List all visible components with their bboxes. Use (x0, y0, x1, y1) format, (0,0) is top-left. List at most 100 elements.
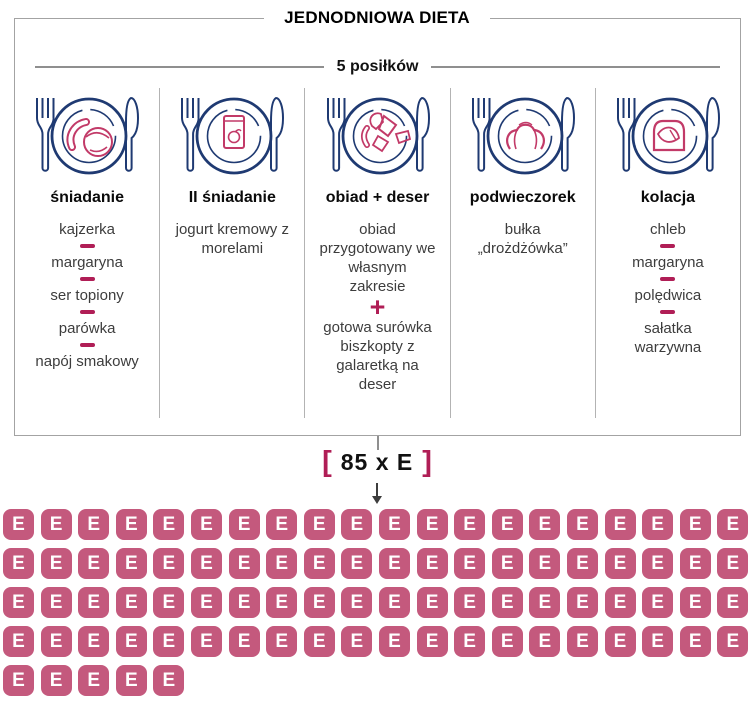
energy-unit-tile: E (266, 548, 298, 579)
energy-unit-tile: E (3, 665, 34, 696)
meal-item: polędwica (634, 287, 702, 304)
energy-unit-tile: E (416, 509, 448, 540)
energy-unit-tile: E (491, 587, 523, 618)
energy-unit-tile: E (529, 509, 561, 540)
energy-unit-tile: E (153, 509, 185, 540)
close-bracket: ] (422, 446, 432, 478)
energy-unit-tile: E (40, 626, 72, 657)
energy-unit-tile: E (153, 626, 185, 657)
energy-unit-tile: E (228, 509, 260, 540)
energy-unit-tile: E (115, 665, 147, 696)
energy-unit-tile: E (3, 587, 34, 618)
energy-unit-tile: E (190, 626, 222, 657)
arrow-down-icon (0, 483, 754, 504)
meal-item: chleb (649, 221, 686, 238)
energy-unit-tile: E (153, 587, 185, 618)
dash-separator-icon (79, 244, 95, 248)
energy-unit-tile: E (266, 509, 298, 540)
energy-unit-tile: E (679, 548, 711, 579)
energy-unit-tile: E (40, 509, 72, 540)
energy-unit-tile: E (78, 509, 110, 540)
energy-unit-tile: E (115, 587, 147, 618)
energy-unit-tile: E (341, 587, 373, 618)
meal-items: chleb margaryna polędwica sałatka warzywna (598, 220, 738, 357)
meal-item: kajzerka (59, 221, 116, 238)
energy-unit-tile: E (341, 626, 373, 657)
plate-yogurt-cup-icon (181, 96, 285, 175)
meal-item: sałatka warzywna (634, 320, 702, 356)
meal-item: bułka „drożdżówka” (477, 221, 568, 257)
open-bracket: [ (322, 446, 332, 478)
plate-bread-slice-icon (616, 96, 720, 175)
energy-unit-tile: E (228, 587, 260, 618)
energy-unit-tile: E (303, 509, 335, 540)
meal-column: II śniadanie jogurt kremowy z morelami (159, 88, 304, 418)
energy-unit-tile: E (115, 626, 147, 657)
diet-box: 5 posiłków śniadanie kajzerka margaryna ser… (14, 18, 741, 436)
meal-name: kolacja (640, 189, 696, 206)
energy-unit-tile: E (454, 587, 486, 618)
energy-unit-tile: E (190, 548, 222, 579)
plate-roll-sausage-icon (36, 96, 140, 175)
energy-unit-tile: E (566, 509, 598, 540)
energy-unit-tile: E (566, 548, 598, 579)
energy-unit-tile: E (78, 665, 110, 696)
energy-unit-tile: E (529, 548, 561, 579)
meal-column: obiad + deser obiad przygotowany we własn… (304, 88, 449, 418)
energy-unit-tile: E (491, 548, 523, 579)
meal-name: II śniadanie (188, 189, 276, 206)
energy-unit-tile: E (642, 626, 674, 657)
energy-unit-tile: E (679, 626, 711, 657)
meals-count-header: 5 posiłków (35, 58, 721, 76)
meal-item: margaryna (632, 254, 704, 271)
meal-item: gotowa surówka biszkopty z galaretką na … (323, 319, 432, 393)
energy-unit-tile: E (454, 509, 486, 540)
energy-unit-tile: E (78, 587, 110, 618)
energy-unit-tile: E (717, 509, 749, 540)
meal-name: śniadanie (50, 189, 124, 206)
right-rule (431, 66, 721, 68)
energy-unit-tile: E (153, 665, 185, 696)
energy-unit-tile: E (566, 626, 598, 657)
energy-unit-tile: E (566, 587, 598, 618)
energy-unit-tile: E (717, 548, 749, 579)
connector-line (377, 436, 379, 450)
energy-unit-tile: E (40, 587, 72, 618)
meal-column: kolacja chleb margaryna polędwica sałatka wa… (594, 88, 740, 418)
dash-separator-icon (79, 310, 95, 314)
plate-dinner-icon (326, 96, 430, 175)
energy-unit-tile: E (529, 587, 561, 618)
energy-unit-tile: E (40, 548, 72, 579)
energy-unit-tile: E (115, 548, 147, 579)
dash-separator-icon (660, 277, 676, 281)
energy-unit-tile: E (604, 509, 636, 540)
energy-unit-tile: E (642, 548, 674, 579)
energy-unit-tile: E (454, 548, 486, 579)
dash-separator-icon (660, 244, 676, 248)
plate-croissant-icon (471, 96, 575, 175)
dash-separator-icon (79, 277, 95, 281)
meal-name: obiad + deser (325, 189, 430, 206)
energy-unit-tile: E (717, 626, 749, 657)
dash-separator-icon (79, 343, 95, 347)
energy-unit-tile: E (491, 626, 523, 657)
meal-item: margaryna (51, 254, 123, 271)
energy-unit-tile: E (679, 587, 711, 618)
dash-separator-icon (660, 310, 676, 314)
energy-unit-tile: E (604, 548, 636, 579)
meal-item: parówka (58, 320, 116, 337)
plus-separator-icon: + (369, 292, 386, 322)
energy-unit-tile: E (679, 509, 711, 540)
energy-unit-tile: E (416, 587, 448, 618)
energy-unit-tile: E (378, 509, 410, 540)
energy-unit-tile: E (115, 509, 147, 540)
energy-unit-tile: E (3, 548, 34, 579)
energy-unit-tile: E (78, 626, 110, 657)
energy-unit-tile: E (378, 587, 410, 618)
